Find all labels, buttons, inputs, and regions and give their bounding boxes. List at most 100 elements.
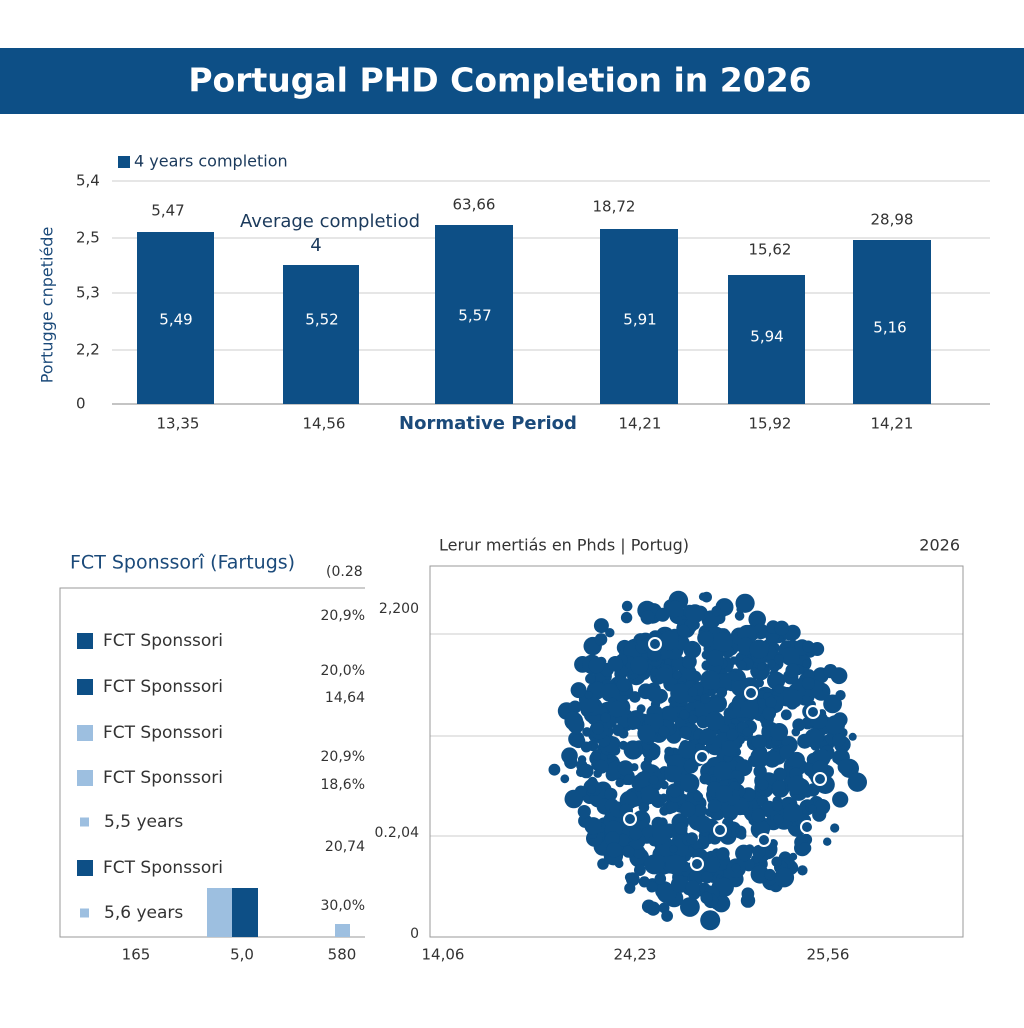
dot xyxy=(752,844,766,859)
dot xyxy=(825,715,845,735)
dot xyxy=(823,837,832,846)
y-tick-label: 2,2 xyxy=(76,341,100,359)
dot xyxy=(830,823,840,833)
dot xyxy=(814,799,831,815)
dot xyxy=(832,791,849,808)
dot xyxy=(609,700,626,718)
right-label: 20,9% xyxy=(321,749,365,765)
right-label: 20,9% xyxy=(321,608,365,624)
bar xyxy=(232,888,258,937)
dot xyxy=(716,687,728,698)
dot xyxy=(787,775,807,795)
dot xyxy=(617,760,634,776)
dot xyxy=(700,871,714,884)
dot xyxy=(640,785,660,805)
x-tick-label: 580 xyxy=(328,946,357,964)
dot xyxy=(637,724,656,743)
bar-inner-label: 5,57 xyxy=(458,307,491,325)
dot xyxy=(643,755,653,765)
dot xyxy=(753,764,767,779)
dot xyxy=(693,791,704,802)
dot xyxy=(700,891,713,905)
dot xyxy=(672,670,682,680)
hollow-dot xyxy=(806,705,820,719)
dot xyxy=(700,693,711,705)
dot xyxy=(627,716,641,729)
bar-inner-label: 5,16 xyxy=(873,319,906,337)
dot xyxy=(742,727,752,737)
dot xyxy=(741,887,755,901)
page-title: Portugal PHD Completion in 2026 xyxy=(188,61,811,100)
legend-label: FCT Sponssori xyxy=(103,768,223,788)
dot xyxy=(773,767,787,781)
x-tick-label: 165 xyxy=(122,946,151,964)
bar xyxy=(335,924,350,937)
dot xyxy=(750,667,759,676)
dot xyxy=(624,872,635,883)
dot xyxy=(622,845,635,858)
x-tick-label: 5,0 xyxy=(230,946,254,964)
dot xyxy=(735,593,755,613)
dot xyxy=(655,607,670,622)
dot xyxy=(561,747,578,764)
dot xyxy=(712,631,733,652)
dot xyxy=(570,682,587,699)
x-axis-title: Normative Period xyxy=(399,413,577,434)
dot xyxy=(750,747,769,766)
y-tick-label: 0.2,04 xyxy=(374,825,419,841)
dot xyxy=(757,778,769,791)
dot xyxy=(580,741,592,753)
dot xyxy=(714,877,734,897)
dot xyxy=(699,728,717,746)
hollow-dot xyxy=(813,772,827,786)
right-label: 14,64 xyxy=(325,690,365,706)
legend-label: FCT Sponssori xyxy=(103,677,223,697)
x-tick-label: 13,35 xyxy=(157,415,200,433)
legend-swatch xyxy=(77,633,93,649)
hollow-dot xyxy=(713,823,727,837)
dot xyxy=(594,633,608,646)
dot xyxy=(830,667,848,685)
dot xyxy=(736,660,747,671)
legend-label: FCT Sponssori xyxy=(103,858,223,878)
y-tick-label: 0 xyxy=(410,926,419,942)
dot xyxy=(659,793,669,803)
dot xyxy=(751,734,767,750)
dot xyxy=(735,844,753,862)
dot xyxy=(664,765,682,783)
panel-title: Lerur mertiás en Phds | Portug) xyxy=(439,536,689,555)
dot xyxy=(740,699,759,719)
dot xyxy=(802,659,811,668)
dot xyxy=(808,804,817,814)
dot xyxy=(683,758,699,774)
dot xyxy=(688,714,698,725)
bar-inner-label: 5,91 xyxy=(623,311,656,329)
dot xyxy=(721,740,738,757)
dot xyxy=(567,716,585,734)
dot xyxy=(666,801,679,814)
dot xyxy=(792,718,806,732)
dot xyxy=(630,656,649,675)
dot xyxy=(774,620,790,636)
dot xyxy=(726,728,739,741)
dot xyxy=(568,700,582,714)
dot xyxy=(664,746,674,756)
bar-top-label: 28,98 xyxy=(871,211,914,229)
legend-swatch xyxy=(118,156,130,168)
legend-swatch xyxy=(80,817,89,827)
dot xyxy=(607,656,624,672)
dot xyxy=(587,785,596,794)
hollow-dot xyxy=(744,686,758,700)
dot xyxy=(636,704,646,714)
dot xyxy=(706,649,724,667)
dot xyxy=(652,825,672,845)
header-band xyxy=(0,48,1024,114)
dot xyxy=(832,733,846,747)
dot xyxy=(585,673,596,684)
hollow-dot xyxy=(800,820,814,834)
bar xyxy=(283,265,359,404)
x-tick-label: 14,56 xyxy=(303,415,346,433)
dot xyxy=(719,599,732,612)
y-tick-label: 5,3 xyxy=(76,284,100,302)
